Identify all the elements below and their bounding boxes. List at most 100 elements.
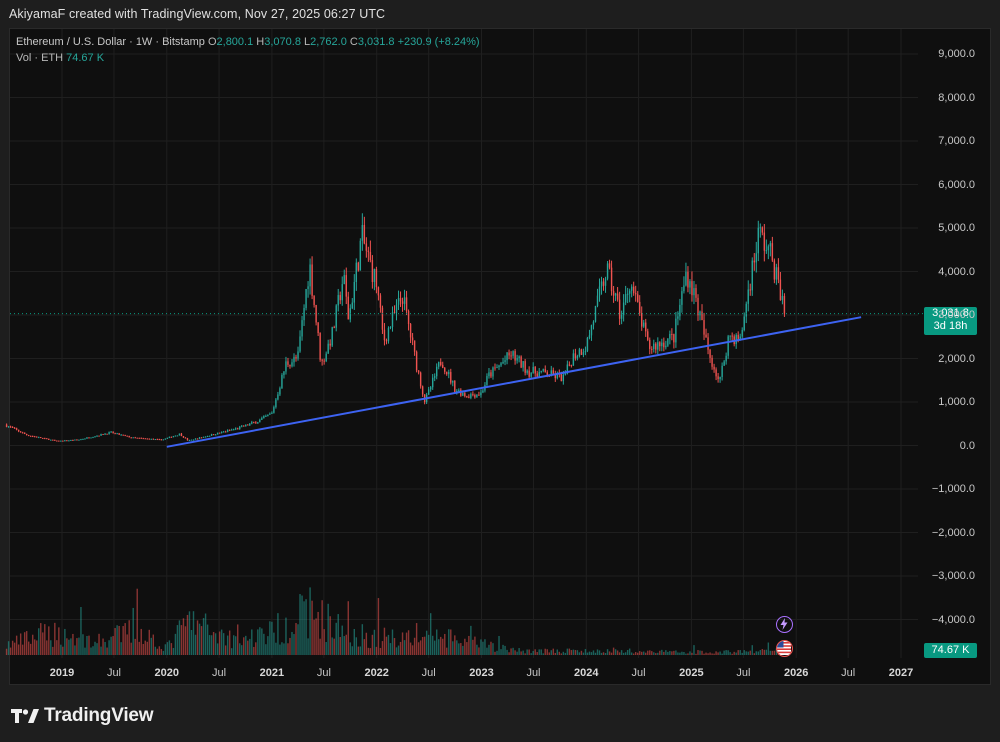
volume-label[interactable]: Vol · ETH [16,52,64,64]
volume-bar [253,646,255,655]
candle-body [62,440,64,442]
volume-bar [36,640,38,655]
candle-body [759,227,762,229]
candle-body [612,291,615,296]
y-tick-label: −3,000.0 [931,570,975,582]
candle-body [365,243,368,251]
volume-bar [478,647,480,655]
candle-body [721,365,723,377]
candle-body [363,224,366,244]
volume-bar [281,642,283,655]
candle-body [604,278,607,286]
volume-bar [747,651,749,655]
candle-body [237,428,239,430]
candle-body [104,433,106,435]
candle-body [653,343,655,349]
x-tick-label: 2026 [783,667,809,679]
volume-bar [484,639,486,655]
volume-bar [675,650,677,655]
candle-body [184,437,187,439]
volume-bar [679,652,681,655]
candle-body [309,264,311,287]
volume-bar [136,588,138,655]
volume-bar [277,613,279,655]
candle-body [606,263,609,279]
candle-body [749,289,751,291]
volume-bar [470,625,472,655]
volume-bar [204,613,207,655]
us-flag-icon[interactable] [776,640,793,657]
volume-bar [64,628,66,655]
candle-body [116,433,118,435]
volume-bar [433,640,436,655]
candle-body [82,438,84,440]
candle-body [23,432,26,434]
candle-body [645,322,647,332]
candle-body [29,435,32,437]
candle-body [512,351,514,356]
candle-body [267,414,269,416]
volume-bar [526,649,528,655]
candle-body [763,232,766,251]
volume-bar [556,649,559,655]
volume-bar [454,635,456,655]
volume-bar [182,618,185,655]
volume-bar [540,649,542,655]
symbol-title[interactable]: Ethereum / U.S. Dollar · 1W · Bitstamp [16,36,205,48]
volume-bar [423,636,426,655]
volume-bar [237,624,239,655]
volume-bar [327,603,329,655]
candle-body [753,260,755,263]
volume-bar [307,638,309,655]
volume-bar [492,643,494,655]
last-volume-tag: 74.67 K [924,643,977,658]
tradingview-logo[interactable]: TradingView [11,705,154,727]
candle-body [186,438,189,441]
volume-bar [212,632,215,655]
candle-body [196,438,199,440]
volume-bar [40,623,42,655]
candle-body [224,431,227,433]
volume-bar [389,643,392,655]
volume-bar [367,647,370,655]
candle-body [574,353,577,359]
y-tick-label: −2,000.0 [931,526,975,539]
candle-body [779,279,782,301]
volume-bar [168,640,171,655]
candle-body [194,438,197,440]
volume-bar [25,631,28,655]
volume-bar [329,616,331,655]
candle-body [385,340,388,342]
candle-body [17,429,20,432]
volume-bar [763,649,766,655]
candle-body [614,293,617,296]
candle-body [182,436,185,438]
candle-body [174,435,177,437]
volume-bar [486,647,488,655]
volume-bar [118,625,120,655]
volume-bar [520,651,522,655]
candle-body [713,366,715,370]
candle-body [74,439,76,441]
lightning-icon[interactable] [776,616,793,633]
volume-bar [321,600,323,655]
candle-body [305,289,307,308]
volume-bar [192,611,195,655]
volume-bar [379,647,382,655]
volume-bar [226,635,229,655]
volume-bar [128,620,130,655]
x-tick-label: Jul [526,667,541,679]
candle-body [745,303,747,317]
candle-body [636,294,639,302]
volume-bar [614,649,617,655]
volume-bar [697,650,699,655]
candle-body [164,438,167,440]
volume-bar [429,613,432,655]
volume-bar [134,638,136,655]
volume-bar [162,650,165,655]
candle-body [162,439,165,441]
volume-bar [337,614,339,655]
candle-body [255,422,257,424]
volume-bar [287,643,289,655]
